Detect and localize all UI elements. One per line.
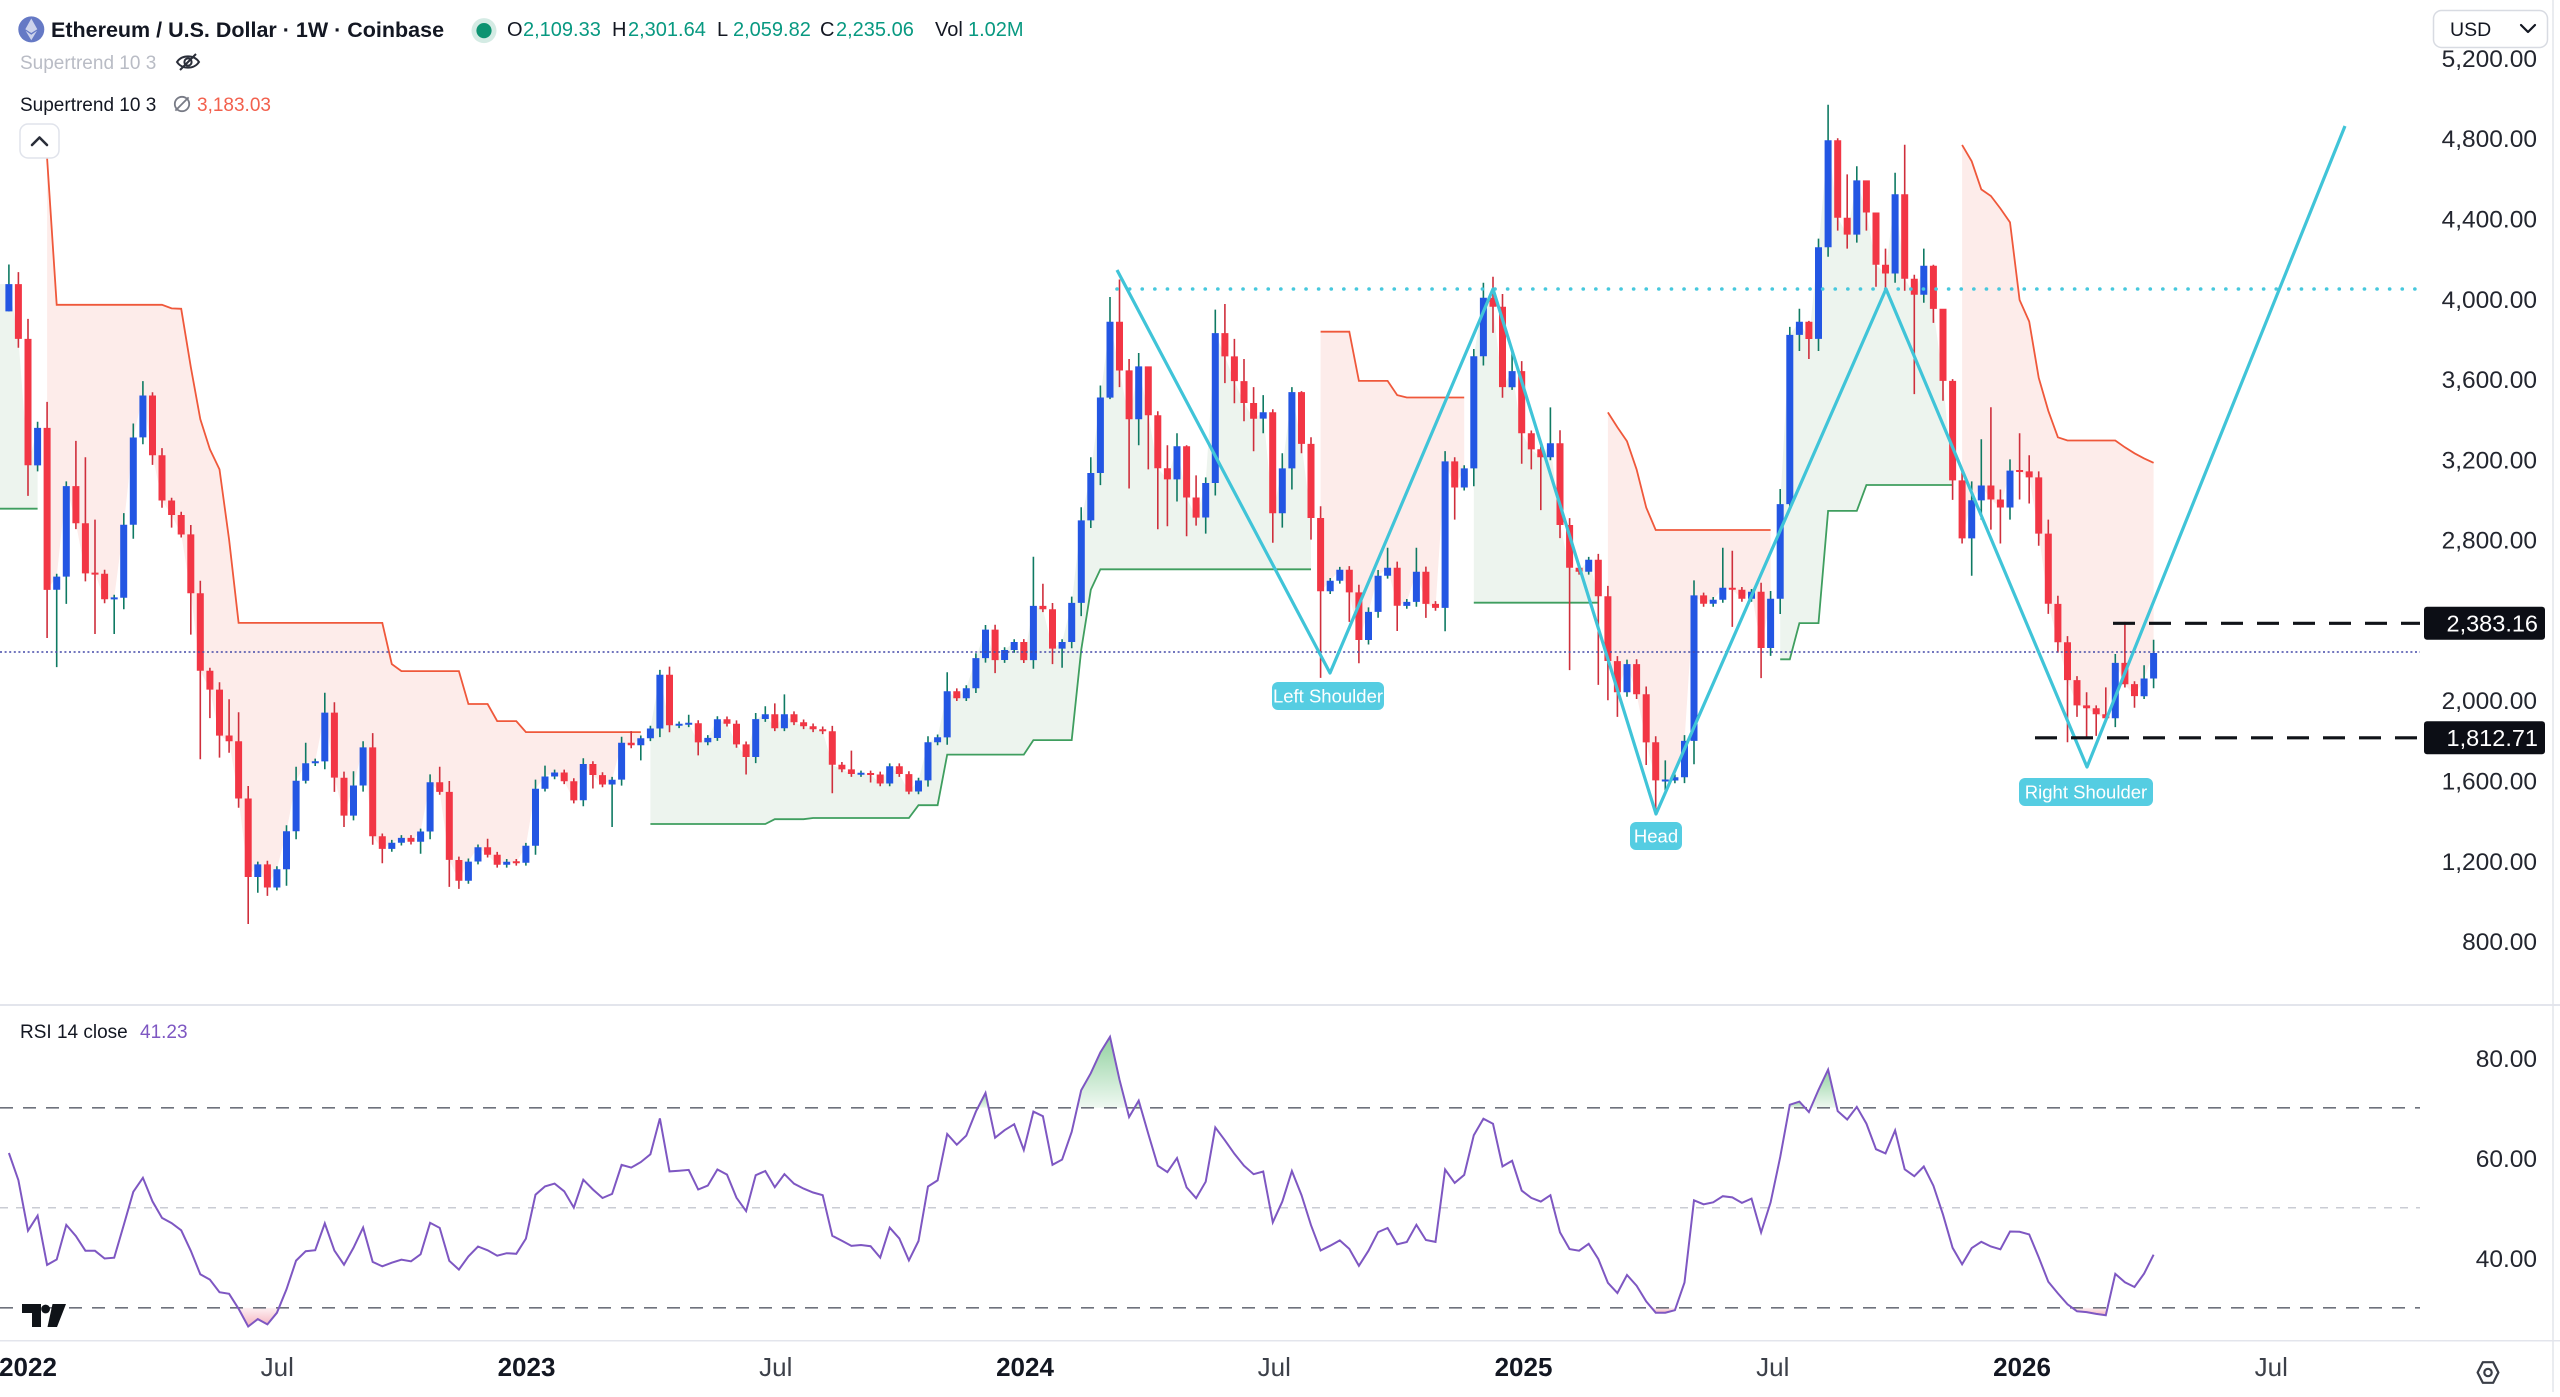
svg-text:Jul: Jul — [1756, 1352, 1789, 1382]
svg-text:H: H — [612, 19, 626, 41]
svg-text:Left Shoulder: Left Shoulder — [1273, 686, 1383, 707]
svg-text:3,183.03: 3,183.03 — [197, 95, 271, 116]
svg-text:4,400.00: 4,400.00 — [2442, 207, 2537, 234]
svg-text:2,301.64: 2,301.64 — [628, 19, 706, 41]
svg-text:Head: Head — [1634, 826, 1678, 847]
svg-text:Jul: Jul — [1258, 1352, 1291, 1382]
svg-text:2025: 2025 — [1495, 1352, 1553, 1382]
svg-text:2023: 2023 — [498, 1352, 556, 1382]
svg-text:2026: 2026 — [1993, 1352, 2051, 1382]
svg-text:2,383.16: 2,383.16 — [2447, 610, 2538, 636]
svg-text:40.00: 40.00 — [2476, 1246, 2537, 1273]
svg-text:2,059.82: 2,059.82 — [733, 19, 811, 41]
svg-text:1,600.00: 1,600.00 — [2442, 768, 2537, 795]
svg-text:60.00: 60.00 — [2476, 1146, 2537, 1173]
svg-text:RSI 14 close: RSI 14 close — [20, 1022, 128, 1043]
svg-text:Ethereum / U.S. Dollar · 1W ·: Ethereum / U.S. Dollar · 1W · Coinbase — [51, 18, 444, 42]
svg-text:2024: 2024 — [996, 1352, 1054, 1382]
svg-text:L: L — [717, 19, 728, 41]
svg-text:1,812.71: 1,812.71 — [2447, 725, 2538, 751]
svg-text:41.23: 41.23 — [140, 1022, 188, 1043]
svg-text:3,200.00: 3,200.00 — [2442, 447, 2537, 474]
svg-text:Jul: Jul — [261, 1352, 294, 1382]
svg-text:2,800.00: 2,800.00 — [2442, 528, 2537, 555]
svg-text:Supertrend 10 3: Supertrend 10 3 — [20, 95, 156, 116]
svg-text:3,600.00: 3,600.00 — [2442, 367, 2537, 394]
svg-text:Jul: Jul — [759, 1352, 792, 1382]
svg-text:C: C — [820, 19, 834, 41]
svg-text:2,235.06: 2,235.06 — [836, 19, 914, 41]
svg-text:2,000.00: 2,000.00 — [2442, 688, 2537, 715]
svg-text:5,200.00: 5,200.00 — [2442, 46, 2537, 73]
svg-text:Jul: Jul — [2255, 1352, 2288, 1382]
svg-text:4,000.00: 4,000.00 — [2442, 287, 2537, 314]
svg-text:80.00: 80.00 — [2476, 1046, 2537, 1073]
svg-text:Vol: Vol — [935, 19, 963, 41]
svg-text:Supertrend 10 3: Supertrend 10 3 — [20, 53, 156, 74]
svg-text:4,800.00: 4,800.00 — [2442, 126, 2537, 153]
svg-text:1.02M: 1.02M — [968, 19, 1024, 41]
svg-text:800.00: 800.00 — [2462, 929, 2537, 956]
svg-text:2022: 2022 — [0, 1352, 57, 1382]
svg-text:2,109.33: 2,109.33 — [523, 19, 601, 41]
svg-text:O: O — [507, 19, 523, 41]
svg-text:1,200.00: 1,200.00 — [2442, 849, 2537, 876]
svg-text:Right Shoulder: Right Shoulder — [2025, 782, 2147, 803]
svg-text:USD: USD — [2450, 19, 2491, 41]
